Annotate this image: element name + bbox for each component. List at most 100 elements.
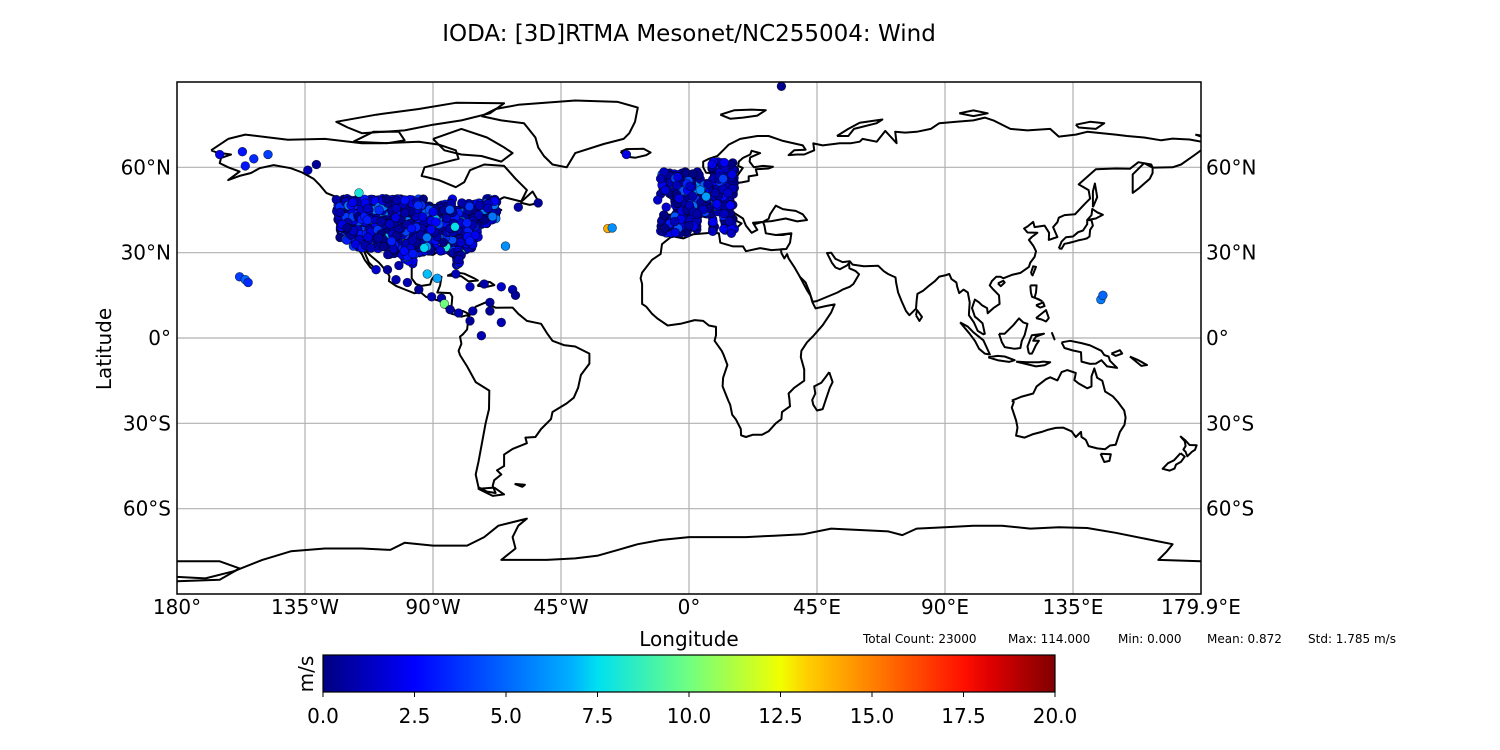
antarctica-coast bbox=[177, 517, 1201, 580]
stat-max: Max: 114.000 bbox=[1008, 632, 1090, 646]
new-britain-coast bbox=[1110, 349, 1124, 357]
x-tick-label: 135°E bbox=[1043, 595, 1104, 619]
observation-point bbox=[406, 223, 417, 234]
stats-line: Total Count: 23000 Max: 114.000 Min: 0.0… bbox=[862, 632, 1396, 646]
observation-point bbox=[487, 211, 498, 222]
observation-point bbox=[240, 161, 250, 171]
observation-point bbox=[374, 205, 384, 215]
observation-point bbox=[335, 207, 345, 218]
ross-shelf-coast bbox=[177, 560, 241, 583]
colorbar-tick-label: 2.5 bbox=[399, 704, 431, 728]
philippine-isles-coast bbox=[1035, 301, 1046, 309]
observation-point bbox=[428, 207, 438, 217]
stat-min: Min: 0.000 bbox=[1118, 632, 1182, 646]
observation-point bbox=[445, 205, 455, 215]
asia-east-coast bbox=[799, 149, 1201, 336]
australia-coast bbox=[1010, 367, 1127, 451]
observation-point bbox=[402, 277, 413, 288]
stat-mean: Mean: 0.872 bbox=[1207, 632, 1282, 646]
colorbar-ticks: 0.0 2.5 5.0 7.5 10.0 12.5 15.0 17.5 20.0 bbox=[307, 692, 1077, 728]
halmahera-coast bbox=[1050, 331, 1056, 341]
observation-point bbox=[701, 191, 711, 202]
observation-point bbox=[422, 269, 432, 279]
observation-point bbox=[660, 223, 670, 233]
x-tick-label: 90°W bbox=[405, 595, 460, 619]
observation-point bbox=[354, 188, 364, 198]
eurasia-coast bbox=[639, 204, 836, 438]
chart-title: IODA: [3D]RTMA Mesonet/NC255004: Wind bbox=[442, 21, 936, 47]
observation-point bbox=[474, 210, 484, 220]
observation-point bbox=[394, 260, 404, 271]
x-tick-label: 45°E bbox=[793, 595, 841, 619]
observation-point bbox=[655, 174, 666, 184]
observation-point bbox=[431, 217, 441, 227]
y-tick-label-left: 60°N bbox=[121, 155, 171, 179]
observation-point bbox=[475, 200, 485, 211]
observation-point bbox=[237, 147, 248, 157]
sakhalin-coast bbox=[1091, 182, 1099, 208]
observation-point bbox=[311, 159, 322, 170]
observation-point bbox=[468, 306, 478, 316]
observation-point bbox=[669, 216, 680, 227]
observation-point bbox=[422, 232, 432, 243]
madagascar-coast bbox=[811, 371, 834, 412]
observation-point bbox=[408, 248, 418, 259]
observation-point bbox=[776, 82, 787, 91]
observation-point bbox=[451, 269, 461, 279]
observation-point bbox=[533, 198, 543, 208]
colorbar-tick-label: 0.0 bbox=[307, 704, 339, 728]
observation-point bbox=[500, 241, 511, 251]
luzon-coast bbox=[1029, 284, 1043, 302]
observation-point bbox=[391, 203, 401, 213]
colorbar-gradient bbox=[322, 654, 1056, 693]
observation-point bbox=[392, 195, 402, 206]
observation-point bbox=[400, 195, 410, 205]
colorbar-tick-label: 10.0 bbox=[667, 704, 712, 728]
wrangel-coast bbox=[1194, 133, 1201, 138]
observation-point bbox=[363, 232, 373, 242]
observation-point bbox=[414, 284, 424, 295]
svalbard-coast bbox=[719, 108, 767, 120]
sulawesi-coast bbox=[1026, 332, 1045, 355]
y-tick-label-right: 60°S bbox=[1206, 497, 1254, 521]
observations bbox=[215, 82, 1108, 341]
observation-point bbox=[695, 185, 706, 195]
observation-point bbox=[263, 149, 273, 160]
observation-point bbox=[710, 188, 720, 198]
borneo-coast bbox=[998, 317, 1029, 350]
observation-point bbox=[381, 194, 391, 204]
colorbar-tick-label: 12.5 bbox=[758, 704, 803, 728]
observation-point bbox=[376, 217, 386, 227]
nz-south-coast bbox=[1161, 452, 1186, 472]
observation-point bbox=[670, 227, 680, 238]
observation-point bbox=[485, 306, 495, 316]
observation-point bbox=[303, 165, 313, 175]
observation-point bbox=[727, 169, 737, 180]
observation-point bbox=[243, 277, 253, 288]
novaya-zemlya-coast bbox=[836, 118, 884, 137]
taiwan-coast bbox=[1029, 265, 1037, 277]
observation-point bbox=[485, 297, 495, 308]
observation-point bbox=[476, 331, 487, 341]
x-tick-label: 179.9°E bbox=[1161, 595, 1241, 619]
observation-point bbox=[687, 191, 698, 201]
tasmania-coast bbox=[1099, 452, 1112, 463]
observation-point bbox=[417, 212, 428, 222]
y-axis-label: Latitude bbox=[92, 308, 116, 390]
colorbar-tick-label: 17.5 bbox=[941, 704, 986, 728]
observation-point bbox=[707, 226, 718, 236]
falklands-coast bbox=[514, 482, 526, 488]
observation-point bbox=[513, 202, 523, 212]
observation-point bbox=[362, 203, 373, 214]
sumatra-coast bbox=[959, 321, 991, 356]
hokkaido-coast bbox=[1086, 207, 1104, 221]
nz-north-coast bbox=[1179, 435, 1198, 458]
observation-point bbox=[725, 200, 735, 210]
observation-point bbox=[348, 197, 358, 208]
observation-point bbox=[723, 188, 733, 198]
y-tick-label-right: 0° bbox=[1206, 326, 1229, 350]
observation-point bbox=[438, 237, 449, 248]
observation-point bbox=[465, 236, 475, 246]
lesser-sunda-coast bbox=[1015, 360, 1052, 368]
